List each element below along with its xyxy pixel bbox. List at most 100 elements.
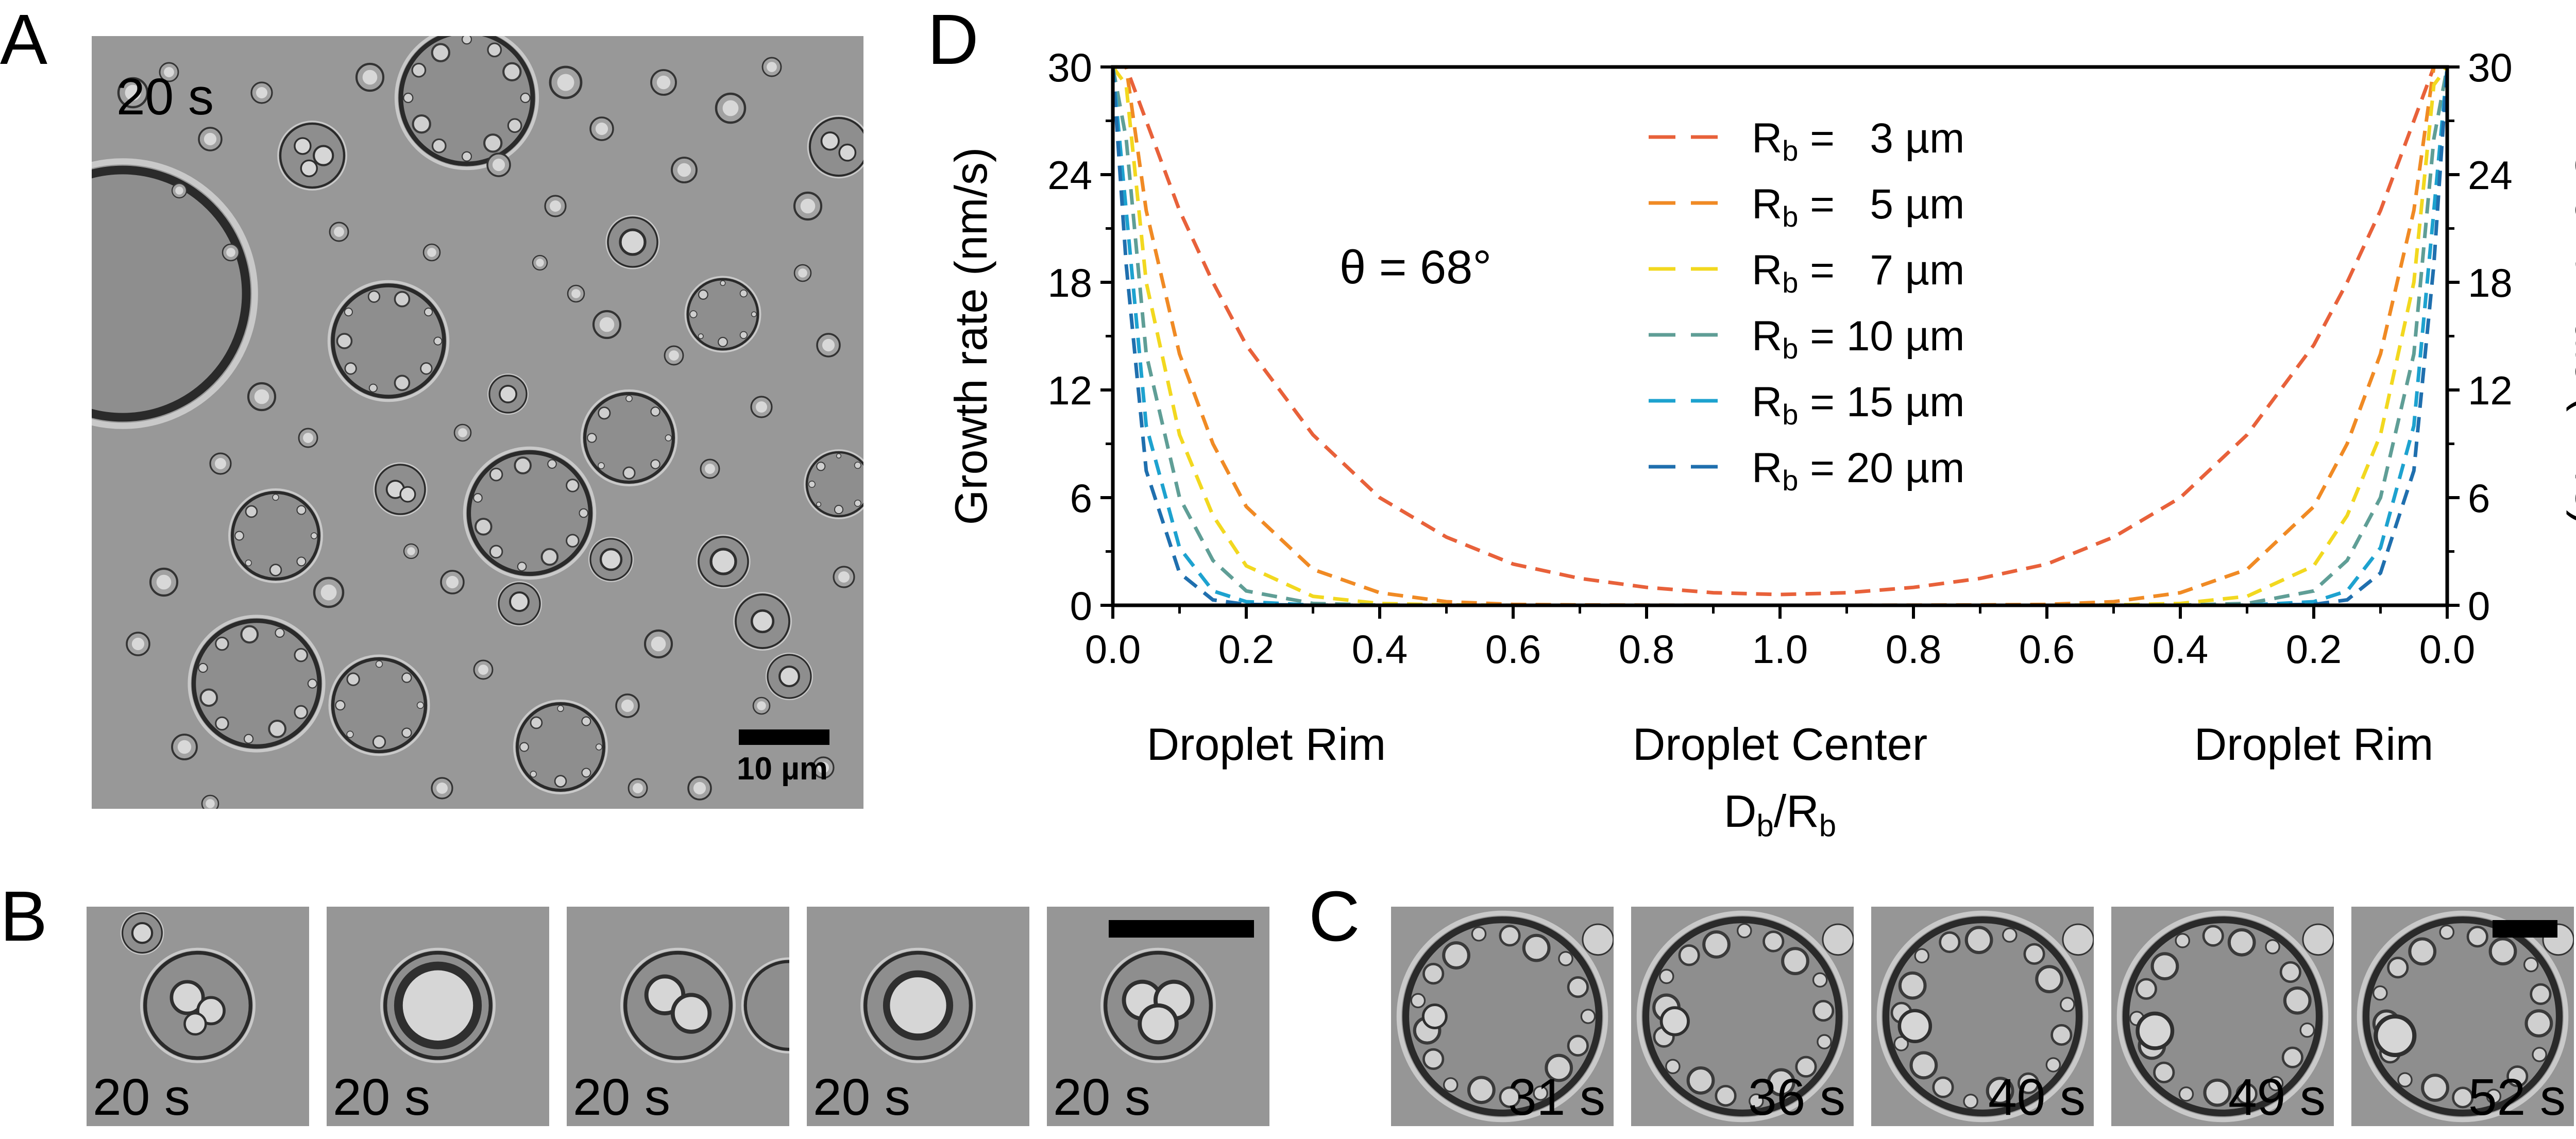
panel-label-b: B: [0, 877, 48, 956]
small-droplet: [628, 778, 648, 798]
panel-b-frame: 20 s: [807, 907, 1029, 1126]
frame-image: [2111, 907, 2334, 1126]
y-tick-label-left: 6: [1070, 475, 1092, 521]
droplet: [2357, 910, 2569, 1123]
droplet: [2116, 910, 2329, 1123]
small-droplet: [687, 776, 712, 801]
scale-label-a: 10 µm: [737, 751, 828, 787]
x-tick-label: 0.4: [2153, 626, 2208, 672]
x-tick-label: 0.8: [1619, 626, 1674, 672]
x-axis-label: Db/Rb: [1724, 786, 1836, 843]
panel-b-frame: 20 s: [327, 907, 549, 1126]
legend-label: Rb = 3 µm: [1752, 115, 1964, 167]
small-droplet: [403, 543, 419, 559]
droplet: [620, 947, 736, 1063]
panel-c-frame: 31 s: [1391, 907, 1614, 1126]
x-tick-label: 0.2: [1218, 626, 1274, 672]
small-droplet: [544, 195, 567, 217]
frame-image: [1871, 907, 2094, 1126]
x-region-label: Droplet Rim: [1147, 719, 1386, 770]
droplet: [327, 280, 450, 402]
y-tick-label-left: 24: [1047, 152, 1092, 198]
droplet: [463, 446, 597, 580]
small-droplet: [592, 310, 622, 339]
frame-image: [1391, 907, 1614, 1126]
y-tick-label-left: 30: [1047, 45, 1092, 90]
frame-timestamp: 40 s: [1988, 1068, 2086, 1126]
droplet: [588, 537, 634, 582]
small-droplet: [117, 77, 149, 109]
x-tick-label: 0.4: [1352, 626, 1408, 672]
frame-image: [2351, 907, 2574, 1126]
droplet: [1100, 947, 1216, 1063]
y-axis-label-left: Growth rate (nm/s): [945, 147, 996, 525]
frame-timestamp: 31 s: [1507, 1068, 1605, 1126]
droplet: [860, 947, 976, 1063]
small-droplet: [700, 458, 720, 479]
droplet: [733, 592, 792, 651]
small-droplet: [171, 734, 198, 760]
growth-rate-chart: 0.0 0.2 0.4 0.6 0.8 1.0 0.8 0.6 0.4 0.2 0.00 06 612 1…: [945, 45, 2576, 843]
panel-b-frame: 20 s: [1047, 907, 1269, 1126]
panel-c-frame: 36 s: [1631, 907, 1854, 1126]
legend-label: Rb = 20 µm: [1752, 445, 1964, 497]
droplet: [328, 654, 430, 756]
small-droplet: [440, 570, 465, 594]
small-droplet: [567, 284, 585, 303]
droplet: [497, 581, 542, 626]
micrograph-a: 20 s 10 µm: [92, 36, 863, 809]
droplet-field-image: [92, 36, 863, 809]
scale-bar: [2493, 920, 2557, 938]
small-droplet: [532, 254, 548, 271]
small-droplet: [149, 567, 179, 597]
x-tick-label: 0.6: [2019, 626, 2075, 672]
frame-image: [1631, 907, 1854, 1126]
panel-label-d: D: [927, 0, 979, 79]
y-tick-label-left: 0: [1070, 583, 1092, 628]
droplet: [1636, 910, 1849, 1123]
droplet: [188, 615, 326, 753]
droplet: [605, 215, 660, 269]
small-droplet: [422, 243, 441, 262]
y-tick-label-left: 18: [1047, 260, 1092, 305]
droplet: [394, 36, 539, 171]
scale-bar: [1109, 920, 1254, 938]
small-droplet: [355, 62, 385, 92]
x-tick-label: 0.0: [1085, 626, 1141, 672]
frame-timestamp: 49 s: [2228, 1068, 2326, 1126]
small-droplet: [664, 345, 684, 366]
x-tick-label: 0.0: [2419, 626, 2475, 672]
small-droplet: [761, 57, 782, 77]
scale-bar-a: [739, 729, 829, 745]
small-droplet: [793, 191, 823, 221]
small-droplet: [171, 182, 188, 199]
small-droplet: [750, 396, 773, 418]
panel-c-frame: 40 s: [1871, 907, 2094, 1126]
droplet: [1396, 910, 1608, 1123]
small-droplet: [643, 629, 673, 659]
frame-image: [87, 907, 309, 1126]
series-line-1: [1113, 67, 2447, 597]
droplet: [807, 115, 863, 179]
panel-c-frame: 49 s: [2111, 907, 2334, 1126]
small-droplet: [816, 333, 841, 358]
legend-label: Rb = 7 µm: [1752, 247, 1964, 299]
x-tick-label: 0.8: [1886, 626, 1941, 672]
legend-label: Rb = 10 µm: [1752, 313, 1964, 365]
small-droplet: [833, 566, 855, 588]
series-line-2: [1113, 67, 2447, 605]
y-axis-label-right: Growth rate (nm/s): [2566, 147, 2576, 525]
theta-annotation: θ = 68°: [1340, 241, 1492, 294]
small-droplet: [198, 127, 223, 151]
panel-b-frame: 20 s: [567, 907, 789, 1126]
small-droplet: [486, 152, 511, 177]
small-droplet: [201, 794, 219, 809]
droplet: [277, 121, 347, 191]
droplet: [804, 449, 863, 519]
legend-label: Rb = 5 µm: [1752, 181, 1964, 233]
x-tick-label: 0.6: [1485, 626, 1541, 672]
panel-label-a: A: [0, 0, 48, 79]
y-tick-label-right: 30: [2468, 45, 2513, 90]
droplet: [92, 158, 258, 429]
small-droplet: [752, 696, 771, 715]
